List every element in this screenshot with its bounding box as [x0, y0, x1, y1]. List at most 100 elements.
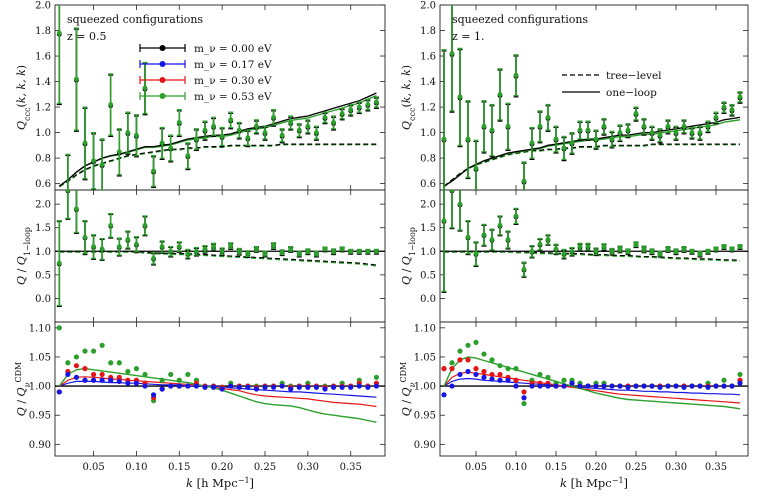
- x-tick-label: 0.10: [125, 462, 147, 473]
- dot-053: [168, 371, 174, 378]
- data-point: [211, 244, 216, 249]
- data-point: [108, 222, 114, 228]
- data-point: [577, 127, 583, 133]
- data-point: [617, 246, 623, 252]
- dot-017: [210, 384, 217, 390]
- data-point: [553, 136, 559, 142]
- dot-017: [529, 383, 535, 389]
- x-tick-label: 0.20: [585, 462, 607, 473]
- data-point: [151, 255, 156, 261]
- data-point: [697, 251, 703, 257]
- one-loop-curve-000: [443, 116, 741, 187]
- ratio-curve-017: [59, 380, 377, 398]
- x-tick-label: 0.30: [665, 462, 687, 473]
- dot-030: [90, 371, 97, 378]
- dot-053: [56, 325, 62, 331]
- data-point: [617, 130, 623, 135]
- dot-017: [125, 380, 131, 386]
- dot-017: [56, 389, 62, 395]
- data-point: [305, 123, 311, 129]
- data-point: [561, 251, 567, 257]
- mid-y-axis-label: Q / Q1−loop: [400, 227, 417, 285]
- dot-053: [505, 366, 511, 372]
- data-point: [219, 248, 225, 254]
- dot-030: [513, 377, 519, 383]
- dot-017: [313, 384, 320, 390]
- data-point: [497, 91, 503, 97]
- redshift-label: z = 1.: [452, 30, 485, 43]
- dot-017: [262, 384, 268, 390]
- data-point: [279, 249, 285, 255]
- dot-053: [82, 348, 88, 354]
- dot-017: [133, 380, 140, 386]
- dot-017: [673, 383, 679, 389]
- data-point: [228, 243, 234, 249]
- dot-017: [585, 383, 591, 389]
- data-point: [288, 119, 294, 125]
- y-tick-label: 0.5: [35, 270, 51, 281]
- data-point: [134, 132, 139, 138]
- ratio-curve-053: [58, 367, 377, 423]
- bot-plot-area: [440, 339, 748, 410]
- tree-ratio-curve-000: [59, 250, 377, 266]
- data-point: [202, 127, 208, 133]
- y-tick-label: 2.0: [35, 200, 51, 211]
- data-point: [721, 244, 727, 249]
- x-tick-label: 0.25: [254, 462, 276, 473]
- data-point: [314, 130, 319, 135]
- data-point: [633, 111, 639, 116]
- data-point: [489, 127, 495, 133]
- dot-017: [689, 383, 695, 389]
- dot-053: [449, 360, 455, 366]
- dot-017: [185, 383, 191, 389]
- data-point: [99, 246, 105, 252]
- data-point: [168, 248, 174, 254]
- data-point: [441, 136, 447, 142]
- dot-017: [473, 371, 479, 378]
- mid-plot-area: [440, 190, 748, 293]
- data-point: [665, 246, 671, 252]
- data-point: [593, 248, 599, 254]
- dot-053: [116, 360, 122, 366]
- dot-030: [473, 366, 479, 372]
- dot-017: [193, 383, 200, 389]
- data-point: [545, 237, 551, 242]
- dot-017: [449, 383, 455, 389]
- data-point: [365, 248, 371, 254]
- data-point: [721, 104, 727, 110]
- tree-level-curve-000: [58, 143, 377, 187]
- data-point: [271, 243, 276, 249]
- data-point: [245, 251, 251, 257]
- dot-017: [305, 384, 311, 390]
- dot-017: [561, 383, 567, 389]
- data-point: [56, 30, 62, 36]
- dot-053: [185, 371, 191, 378]
- data-point: [665, 123, 671, 129]
- dot-017: [270, 384, 277, 390]
- y-tick-label: 1.4: [35, 77, 51, 88]
- data-point: [705, 123, 711, 129]
- dot-017: [641, 383, 647, 389]
- data-point: [288, 246, 294, 252]
- y-tick-label: 1.00: [414, 382, 436, 393]
- data-point: [296, 127, 302, 133]
- data-point: [159, 140, 165, 146]
- one-loop-curve-000: [58, 92, 377, 187]
- top-y-axis-label: Qccc(k, k, k): [15, 65, 32, 130]
- data-point: [585, 244, 591, 249]
- legend-marker-m017: [159, 61, 166, 67]
- data-point: [625, 248, 631, 254]
- dot-053: [537, 371, 543, 378]
- dot-017: [705, 384, 711, 390]
- dot-053: [142, 371, 148, 378]
- top-plot-area: [56, 5, 379, 190]
- y-tick-label: 0.5: [420, 270, 436, 281]
- data-point: [322, 246, 328, 252]
- dot-017: [116, 378, 122, 385]
- dot-017: [288, 386, 294, 392]
- dot-053: [108, 360, 114, 366]
- dot-017: [73, 374, 80, 380]
- data-point: [262, 130, 268, 135]
- data-point: [56, 260, 62, 266]
